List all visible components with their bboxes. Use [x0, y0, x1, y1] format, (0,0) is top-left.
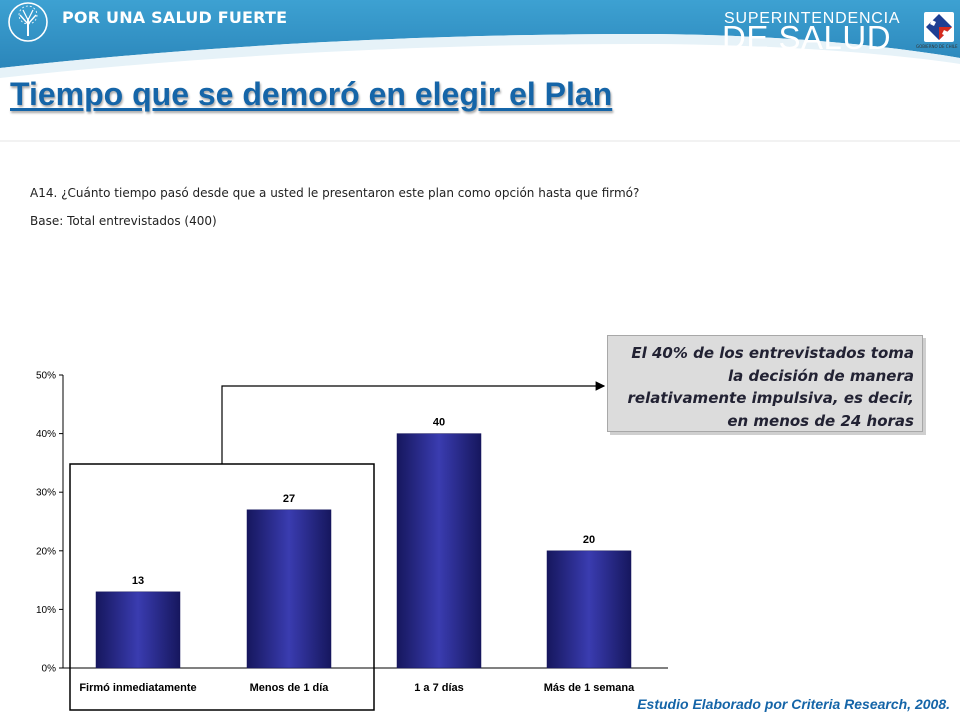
- data-label: 20: [583, 534, 595, 546]
- page-title: Tiempo que se demoró en elegir el Plan: [10, 76, 613, 112]
- y-tick-label: 30%: [36, 488, 56, 499]
- brand-name-line1: SUPERINTENDENCIA: [724, 10, 901, 27]
- y-tick-label: 50%: [36, 371, 56, 382]
- x-tick-label: Firmó inmediatamente: [79, 682, 196, 694]
- data-label: 40: [433, 417, 445, 429]
- bar: [546, 550, 632, 669]
- callout-arrow: [221, 381, 606, 464]
- x-tick-label: Menos de 1 día: [250, 682, 330, 694]
- bars: 13 Firmó inmediatamente 27 Menos de 1 día 40…: [79, 417, 635, 694]
- header-banner: POR UNA SALUD FUERTE SUPERINTENDENCIA DE…: [0, 0, 960, 142]
- survey-question: A14. ¿Cuánto tiempo pasó desde que a ust…: [30, 186, 640, 200]
- y-tick-label: 10%: [36, 605, 56, 616]
- callout-box: El 40% de los entrevistados toma la deci…: [607, 335, 923, 432]
- header-graphic: [0, 0, 960, 142]
- header-wave: [0, 34, 960, 78]
- y-tick-label: 20%: [36, 546, 56, 557]
- header-band: [0, 0, 960, 68]
- brand-name-line2: DE SALUD: [722, 19, 892, 56]
- data-label: 13: [132, 575, 144, 587]
- y-tick-label: 40%: [36, 429, 56, 440]
- bar: [246, 509, 332, 669]
- x-tick-label: 1 a 7 días: [414, 682, 464, 694]
- header-slogan: POR UNA SALUD FUERTE: [62, 8, 288, 27]
- x-tick-label: Más de 1 semana: [544, 682, 635, 694]
- tree-icon: [8, 2, 48, 42]
- bar: [396, 433, 482, 669]
- chile-star-emblem-icon: [924, 12, 954, 42]
- source-footer: Estudio Elaborado por Criteria Research,…: [637, 696, 950, 712]
- survey-base: Base: Total entrevistados (400): [30, 214, 217, 228]
- data-label: 27: [283, 493, 295, 505]
- bar: [95, 591, 181, 669]
- y-tick-label: 0%: [42, 664, 57, 675]
- gov-label: GOBIERNO DE CHILE: [916, 44, 958, 49]
